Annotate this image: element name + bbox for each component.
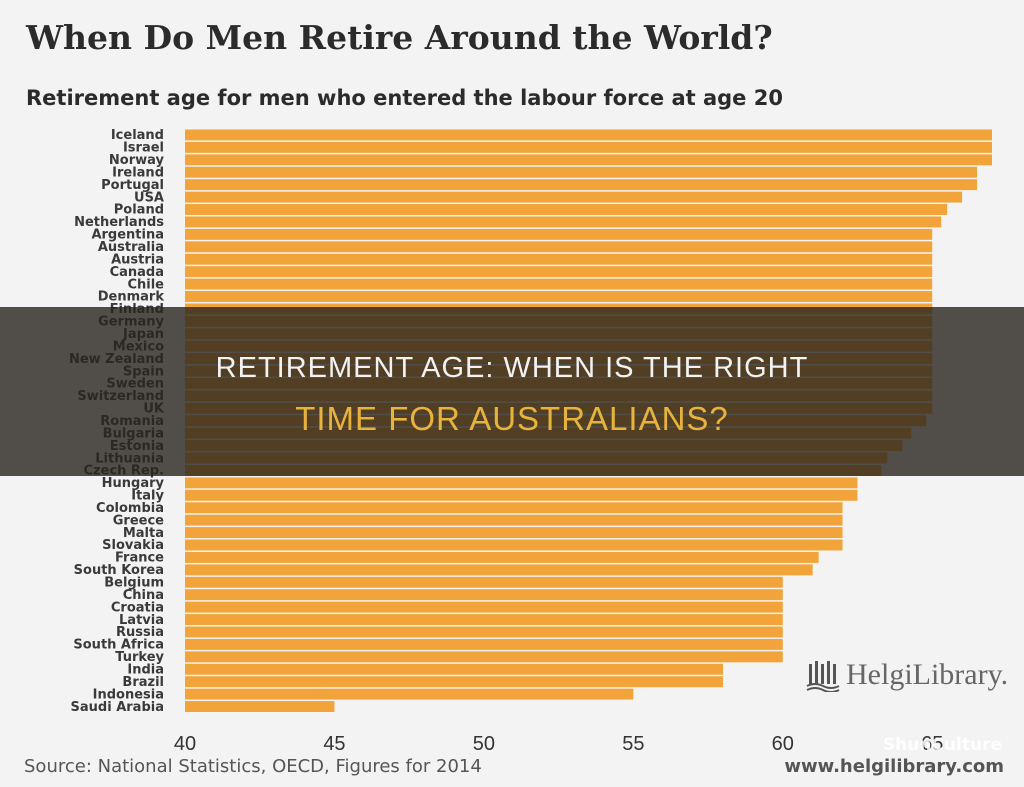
site-url-link[interactable]: www.helgilibrary.com	[784, 756, 1004, 777]
bar	[185, 166, 978, 178]
bar	[185, 154, 992, 166]
country-label: Chile	[127, 277, 164, 292]
bar	[185, 514, 843, 526]
country-label: Russia	[116, 625, 164, 640]
logo-text: HelgiLibrary.	[846, 658, 1009, 691]
chart-title: When Do Men Retire Around the World?	[26, 18, 773, 57]
country-label: Ireland	[112, 165, 164, 180]
x-tick-label: 40	[174, 733, 196, 755]
library-building-icon	[806, 661, 840, 692]
bar	[185, 477, 858, 489]
x-tick-label: 50	[473, 733, 495, 755]
country-label: Australia	[98, 240, 164, 255]
country-label: Saudi Arabia	[71, 700, 164, 715]
bar	[185, 489, 858, 501]
country-label: Malta	[123, 526, 164, 541]
country-label: Norway	[109, 153, 165, 168]
bar	[185, 614, 783, 626]
bar	[185, 626, 783, 638]
bar	[185, 253, 933, 265]
country-label: Israel	[123, 141, 164, 156]
x-tick-label: 55	[622, 733, 644, 755]
country-label: Austria	[111, 252, 164, 267]
title-overlay-band	[0, 307, 1024, 476]
bar	[185, 191, 963, 203]
helgilibrary-logo: HelgiLibrary.	[806, 658, 1008, 692]
country-label: Croatia	[111, 600, 164, 615]
bar	[185, 179, 978, 191]
country-label: Italy	[131, 489, 164, 504]
country-label: China	[123, 588, 164, 603]
bar	[185, 651, 783, 663]
bar	[185, 278, 933, 290]
bar	[185, 564, 813, 576]
x-axis: 40 45 50 55 60 65	[174, 733, 943, 755]
source-note: Source: National Statistics, OECD, Figur…	[24, 756, 482, 777]
chart-subtitle: Retirement age for men who entered the l…	[26, 86, 783, 110]
x-tick-label: 60	[772, 733, 794, 755]
country-label: India	[127, 662, 164, 677]
bar	[185, 241, 933, 253]
country-label: Netherlands	[74, 215, 164, 230]
country-label: Greece	[113, 513, 164, 528]
bar	[185, 551, 819, 563]
bar	[185, 589, 783, 601]
country-label: South Africa	[73, 638, 164, 653]
bar	[185, 539, 843, 551]
country-label: Belgium	[104, 576, 164, 591]
country-label: Colombia	[96, 501, 164, 516]
bar	[185, 141, 992, 153]
bar	[185, 204, 948, 215]
country-label: Brazil	[122, 675, 164, 690]
x-tick-label: 45	[323, 733, 345, 755]
country-label: Turkey	[115, 650, 164, 665]
bar	[185, 527, 843, 539]
bar	[185, 502, 843, 514]
bar	[185, 228, 933, 240]
country-label: Latvia	[119, 613, 164, 628]
bar	[185, 701, 335, 712]
bar	[185, 129, 992, 141]
watermark: ShunCulture	[882, 735, 1002, 755]
bar	[185, 266, 933, 278]
country-label: Portugal	[101, 178, 164, 193]
country-label: Poland	[114, 203, 164, 218]
country-label: Slovakia	[102, 538, 164, 553]
bar	[185, 601, 783, 613]
bar	[185, 576, 783, 588]
country-label: USA	[134, 190, 164, 205]
country-label: Canada	[110, 265, 164, 280]
overlay-headline-line1: RETIREMENT AGE: WHEN IS THE RIGHT	[215, 352, 809, 384]
country-label: Hungary	[102, 476, 165, 491]
overlay-headline-line2: TIME FOR AUSTRALIANS?	[295, 400, 729, 437]
country-label: Iceland	[111, 128, 164, 143]
bar	[185, 663, 723, 675]
x-tick-label: 65	[921, 733, 943, 755]
country-label: Indonesia	[93, 687, 164, 702]
country-label: France	[115, 551, 164, 566]
country-label: Argentina	[91, 228, 164, 243]
bar	[185, 216, 942, 228]
country-label: Denmark	[98, 290, 165, 305]
country-label: South Korea	[74, 563, 164, 578]
bar	[185, 638, 783, 650]
bar	[185, 688, 634, 700]
bar	[185, 676, 723, 688]
bar	[185, 291, 933, 302]
